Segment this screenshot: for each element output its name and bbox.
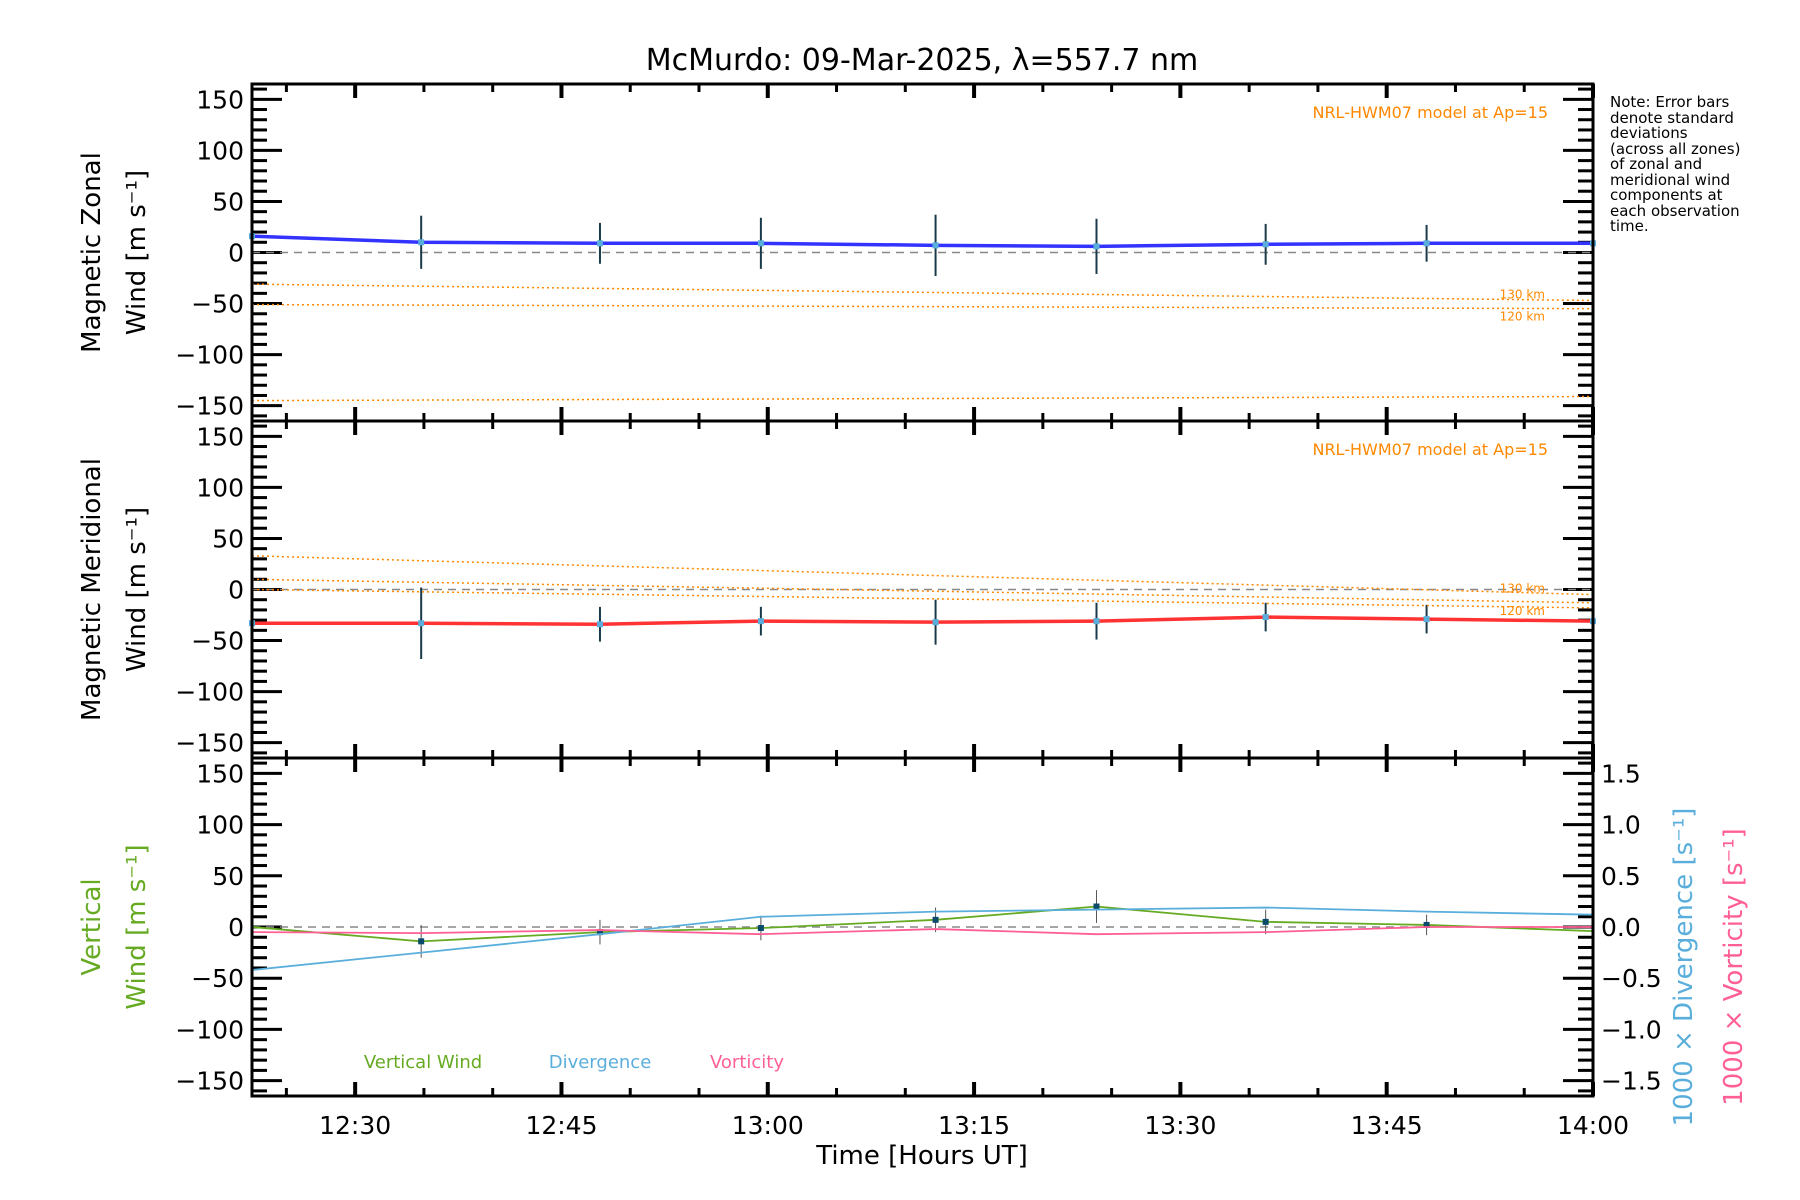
y-tick-label: −150 <box>175 729 244 758</box>
panel-frame <box>250 756 1595 1098</box>
series-line-model-other <box>251 588 1594 609</box>
data-point <box>932 242 939 249</box>
legend-entry: Divergence <box>549 1052 652 1073</box>
x-tick-label: 13:45 <box>1351 1111 1423 1140</box>
data-point <box>1423 616 1430 623</box>
data-point <box>418 620 425 627</box>
y-tick-label: 50 <box>212 187 244 216</box>
series-line-zonal-wind <box>251 234 1593 249</box>
data-point <box>596 621 603 628</box>
data-point <box>757 925 764 932</box>
data-point <box>757 240 764 247</box>
series-line-120-km <box>251 578 1594 604</box>
model-altitude-label: 130 km <box>1500 287 1545 301</box>
legend-entry: Vertical Wind <box>364 1052 482 1073</box>
note-line: each observation <box>1610 201 1740 220</box>
y-axis-label: Wind [m s⁻¹] <box>122 507 152 672</box>
data-point <box>418 938 425 945</box>
y2-axis-label: 1000 × Vorticity [s⁻¹] <box>1719 828 1749 1106</box>
y-tick-label: 100 <box>196 136 244 165</box>
y-tick-label: −100 <box>175 678 244 707</box>
model-altitude-label: 130 km <box>1500 582 1545 596</box>
y-tick-label: −100 <box>175 1015 244 1044</box>
series-line-130-km <box>251 555 1594 596</box>
y2-tick-label: 1.0 <box>1601 811 1641 840</box>
series-line-130-km <box>251 283 1594 302</box>
y-tick-label: 0 <box>228 913 244 942</box>
y-tick-label: −150 <box>175 1067 244 1096</box>
series-line-model-other <box>251 395 1594 402</box>
y-tick-label: 150 <box>196 422 244 451</box>
chart-title: McMurdo: 09-Mar-2025, λ=557.7 nm <box>646 43 1199 78</box>
error-bar-note: Note: Error bars denote standard deviation… <box>1610 93 1795 235</box>
note-line: denote standard <box>1610 108 1734 127</box>
y-tick-label: −150 <box>175 392 244 421</box>
data-point <box>1262 614 1269 621</box>
data-point <box>1262 918 1269 925</box>
x-tick-label: 12:45 <box>525 1111 597 1140</box>
x-tick-label: 13:15 <box>938 1111 1010 1140</box>
y-tick-label: −50 <box>191 627 244 656</box>
series-line-120-km <box>251 303 1594 310</box>
y-axis-label: Magnetic Meridional <box>77 458 107 721</box>
y2-tick-label: 0.5 <box>1601 862 1641 891</box>
data-point <box>1423 240 1430 247</box>
x-tick-label: 12:30 <box>319 1111 391 1140</box>
series-line-vorticity <box>251 926 1593 936</box>
y-tick-label: −50 <box>191 964 244 993</box>
y-tick-label: 0 <box>228 576 244 605</box>
data-point <box>596 240 603 247</box>
y2-axis-label: 1000 × Divergence [s⁻¹] <box>1669 808 1699 1127</box>
x-axis-label: Time [Hours UT] <box>815 1141 1028 1171</box>
note-line: (across all zones) <box>1610 139 1741 158</box>
series-line-divergence <box>251 906 1594 971</box>
y-axis-label: Wind [m s⁻¹] <box>122 170 152 335</box>
y-axis-label: Magnetic Zonal <box>77 152 107 353</box>
data-point <box>932 916 939 923</box>
data-point <box>596 929 603 936</box>
model-label: NRL-HWM07 model at Ap=15 <box>1312 103 1548 122</box>
note-line: time. <box>1610 217 1649 235</box>
y-tick-label: −100 <box>175 341 244 370</box>
x-tick-label: 14:00 <box>1557 1111 1629 1140</box>
y2-tick-label: 1.5 <box>1601 759 1641 788</box>
data-point <box>757 618 764 625</box>
y2-tick-label: −1.5 <box>1601 1067 1662 1096</box>
model-label: NRL-HWM07 model at Ap=15 <box>1312 440 1548 459</box>
data-point <box>1423 921 1430 928</box>
y2-tick-label: 0.0 <box>1601 913 1641 942</box>
legend-entry: Vorticity <box>710 1052 784 1073</box>
y-tick-label: 100 <box>196 473 244 502</box>
y2-tick-label: −0.5 <box>1601 964 1662 993</box>
y-tick-label: 150 <box>196 759 244 788</box>
x-tick-label: 13:00 <box>732 1111 804 1140</box>
y-axis-label: Wind [m s⁻¹] <box>122 844 152 1009</box>
y-axis-label: Vertical <box>77 878 107 975</box>
note-line: components at <box>1610 186 1723 204</box>
data-point <box>1093 618 1100 625</box>
x-tick-label: 13:30 <box>1144 1111 1216 1140</box>
note-line: meridional wind <box>1610 170 1731 189</box>
y2-tick-label: −1.0 <box>1601 1015 1662 1044</box>
data-point <box>932 619 939 626</box>
note-line: of zonal and <box>1610 155 1703 173</box>
y-tick-label: 0 <box>228 239 244 268</box>
y-tick-label: 150 <box>196 85 244 114</box>
model-altitude-label: 120 km <box>1500 310 1545 324</box>
data-point <box>1093 243 1100 250</box>
note-line: Note: Error bars <box>1610 93 1730 111</box>
data-point <box>1262 241 1269 248</box>
y-tick-label: 50 <box>212 524 244 553</box>
y-tick-label: −50 <box>191 290 244 319</box>
data-point <box>418 239 425 246</box>
series-line-meridional-wind <box>252 615 1594 626</box>
model-altitude-label: 120 km <box>1500 604 1545 618</box>
y-tick-label: 100 <box>196 811 244 840</box>
y-tick-label: 50 <box>212 862 244 891</box>
data-point <box>1093 903 1100 910</box>
note-line: deviations <box>1610 124 1688 142</box>
